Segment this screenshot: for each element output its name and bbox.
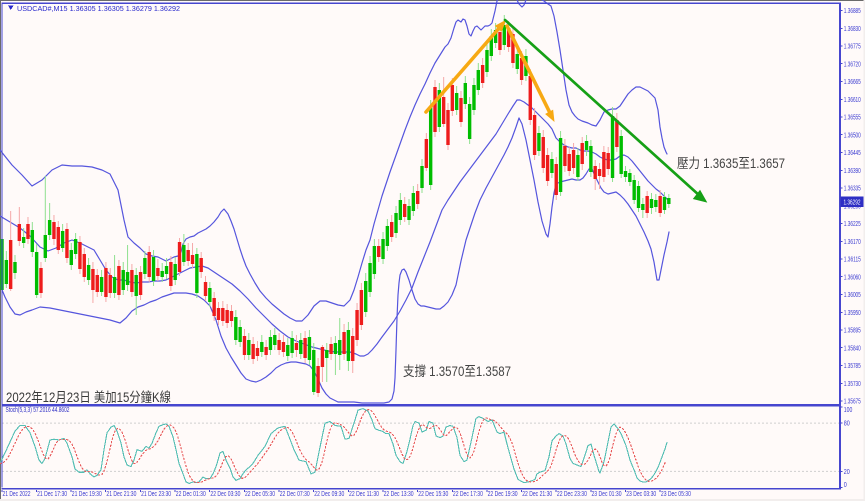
svg-text:21 Dec 21:30: 21 Dec 21:30: [106, 490, 136, 498]
svg-text:22 Dec 03:30: 22 Dec 03:30: [210, 490, 240, 498]
svg-text:22 Dec 09:30: 22 Dec 09:30: [314, 490, 344, 498]
svg-text:1.36665: 1.36665: [844, 78, 861, 86]
svg-text:21 Dec 17:30: 21 Dec 17:30: [37, 490, 67, 498]
svg-text:1.35730: 1.35730: [844, 380, 861, 388]
svg-text:23 Dec 05:30: 23 Dec 05:30: [661, 490, 691, 498]
svg-text:1.35895: 1.35895: [844, 327, 861, 335]
svg-text:1.36720: 1.36720: [844, 60, 861, 68]
svg-text:2022年12月23日 美加15分鐘K線: 2022年12月23日 美加15分鐘K線: [6, 389, 171, 405]
svg-text:1.36390: 1.36390: [844, 167, 861, 175]
svg-text:1.35675: 1.35675: [844, 398, 861, 406]
svg-text:22 Dec 17:30: 22 Dec 17:30: [453, 490, 483, 498]
svg-text:1.36830: 1.36830: [844, 25, 861, 33]
svg-text:23 Dec 03:30: 23 Dec 03:30: [626, 490, 656, 498]
svg-text:1.36115: 1.36115: [844, 256, 861, 264]
svg-text:22 Dec 19:30: 22 Dec 19:30: [488, 490, 518, 498]
svg-text:21 Dec 19:30: 21 Dec 19:30: [72, 490, 102, 498]
svg-text:1.36610: 1.36610: [844, 96, 861, 104]
svg-text:22 Dec 15:30: 22 Dec 15:30: [418, 490, 448, 498]
svg-text:1.36060: 1.36060: [844, 273, 861, 281]
svg-text:1.36170: 1.36170: [844, 238, 861, 246]
svg-text:22 Dec 01:30: 22 Dec 01:30: [176, 490, 206, 498]
svg-text:21 Dec 2022: 21 Dec 2022: [3, 490, 31, 498]
svg-text:壓力 1.3635至1.3657: 壓力 1.3635至1.3657: [677, 156, 785, 171]
svg-text:1.36775: 1.36775: [844, 43, 861, 51]
svg-text:支撐 1.3570至1.3587: 支撐 1.3570至1.3587: [403, 364, 511, 379]
svg-text:20: 20: [844, 468, 850, 476]
svg-text:1.35785: 1.35785: [844, 362, 861, 370]
svg-text:100: 100: [844, 406, 853, 414]
svg-text:22 Dec 05:30: 22 Dec 05:30: [245, 490, 275, 498]
svg-text:23 Dec 01:30: 23 Dec 01:30: [592, 490, 622, 498]
svg-text:1.35840: 1.35840: [844, 344, 861, 352]
svg-text:22 Dec 11:30: 22 Dec 11:30: [349, 490, 379, 498]
svg-text:1.36445: 1.36445: [844, 149, 861, 157]
svg-text:1.36225: 1.36225: [844, 220, 861, 228]
svg-text:USDCAD#,M15 1.36305 1.36305 1: USDCAD#,M15 1.36305 1.36305 1.36279 1.36…: [17, 4, 180, 13]
svg-text:Stoch(5,3,3) 57.2016 44.8602: Stoch(5,3,3) 57.2016 44.8602: [6, 405, 70, 414]
svg-text:0: 0: [844, 481, 847, 489]
svg-text:1.36885: 1.36885: [844, 7, 861, 15]
svg-text:21 Dec 23:30: 21 Dec 23:30: [141, 490, 171, 498]
svg-text:1.36555: 1.36555: [844, 114, 861, 122]
svg-text:22 Dec 23:30: 22 Dec 23:30: [557, 490, 587, 498]
svg-text:22 Dec 07:30: 22 Dec 07:30: [280, 490, 310, 498]
svg-text:22 Dec 21:30: 22 Dec 21:30: [522, 490, 552, 498]
svg-text:1.36335: 1.36335: [844, 185, 861, 193]
svg-text:1.36005: 1.36005: [844, 291, 861, 299]
svg-text:80: 80: [844, 420, 850, 428]
svg-text:22 Dec 13:30: 22 Dec 13:30: [384, 490, 414, 498]
svg-text:1.35950: 1.35950: [844, 309, 861, 317]
svg-text:1.36292: 1.36292: [844, 199, 861, 207]
svg-text:1.36500: 1.36500: [844, 131, 861, 139]
